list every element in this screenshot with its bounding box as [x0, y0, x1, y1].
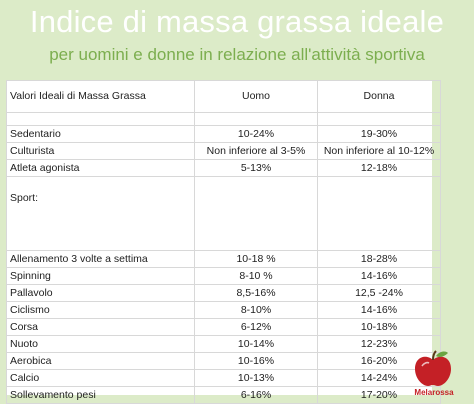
brand-logo-text: Melarossa — [414, 388, 454, 397]
table-row: Atleta agonista 5-13% 12-18% — [6, 159, 441, 177]
page-title: Indice di massa grassa ideale — [29, 4, 445, 39]
women-value: 12,5 -24% — [317, 284, 441, 302]
spacer-row — [6, 112, 441, 126]
table-row: Aerobica 10-16% 16-20% — [6, 352, 441, 370]
men-value: 10-14% — [194, 335, 318, 353]
men-value: 10-13% — [194, 369, 318, 387]
table-row: Calcio 10-13% 14-24% — [6, 369, 441, 387]
row-label: Atleta agonista — [6, 159, 195, 177]
table-row: Allenamento 3 volte a settima 10-18 % 18… — [6, 250, 441, 268]
men-value: 10-16% — [194, 352, 318, 370]
page-subtitle: per uomini e donne in relazione all'atti… — [49, 45, 425, 64]
women-value: 10-18% — [317, 318, 441, 336]
women-value: 19-30% — [317, 125, 441, 143]
header-cell-category: Valori Ideali di Massa Grassa — [6, 80, 195, 113]
body-fat-table: Valori Ideali di Massa Grassa Uomo Donna… — [6, 80, 441, 404]
women-value: 18-28% — [317, 250, 441, 268]
row-label: Allenamento 3 volte a settima — [6, 250, 195, 268]
men-value: 8,5-16% — [194, 284, 318, 302]
women-value: Non inferiore al 10-12% — [317, 142, 441, 160]
row-label: Corsa — [6, 318, 195, 336]
row-label: Ciclismo — [6, 301, 195, 319]
men-value: 10-24% — [194, 125, 318, 143]
men-value: 10-18 % — [194, 250, 318, 268]
men-value: 6-16% — [194, 386, 318, 404]
men-value: 5-13% — [194, 159, 318, 177]
table-row: Pallavolo 8,5-16% 12,5 -24% — [6, 284, 441, 302]
sport-section-label: Sport: — [6, 176, 195, 251]
row-label: Calcio — [6, 369, 195, 387]
row-label: Sedentario — [6, 125, 195, 143]
table-header-row: Valori Ideali di Massa Grassa Uomo Donna — [6, 80, 441, 113]
row-label: Aerobica — [6, 352, 195, 370]
women-value: 17-20% — [317, 386, 441, 404]
table-row: Corsa 6-12% 10-18% — [6, 318, 441, 336]
women-value: 14-16% — [317, 267, 441, 285]
men-value: 6-12% — [194, 318, 318, 336]
men-value: Non inferiore al 3-5% — [194, 142, 318, 160]
row-label: Pallavolo — [6, 284, 195, 302]
row-label: Sollevamento pesi — [6, 386, 195, 404]
row-label: Spinning — [6, 267, 195, 285]
men-value: 8-10% — [194, 301, 318, 319]
table-row: Spinning 8-10 % 14-16% — [6, 267, 441, 285]
table-row: Nuoto 10-14% 12-23% — [6, 335, 441, 353]
table-row: Sollevamento pesi 6-16% 17-20% — [6, 386, 441, 404]
row-label: Nuoto — [6, 335, 195, 353]
header-cell-women: Donna — [317, 80, 441, 113]
women-value: 14-16% — [317, 301, 441, 319]
table-row: Sedentario 10-24% 19-30% — [6, 125, 441, 143]
table-row: Culturista Non inferiore al 3-5% Non inf… — [6, 142, 441, 160]
row-label: Culturista — [6, 142, 195, 160]
table-row: Ciclismo 8-10% 14-16% — [6, 301, 441, 319]
men-value: 8-10 % — [194, 267, 318, 285]
women-value: 12-18% — [317, 159, 441, 177]
apple-icon — [415, 350, 451, 386]
header-cell-men: Uomo — [194, 80, 318, 113]
sport-section-row: Sport: — [6, 176, 441, 251]
